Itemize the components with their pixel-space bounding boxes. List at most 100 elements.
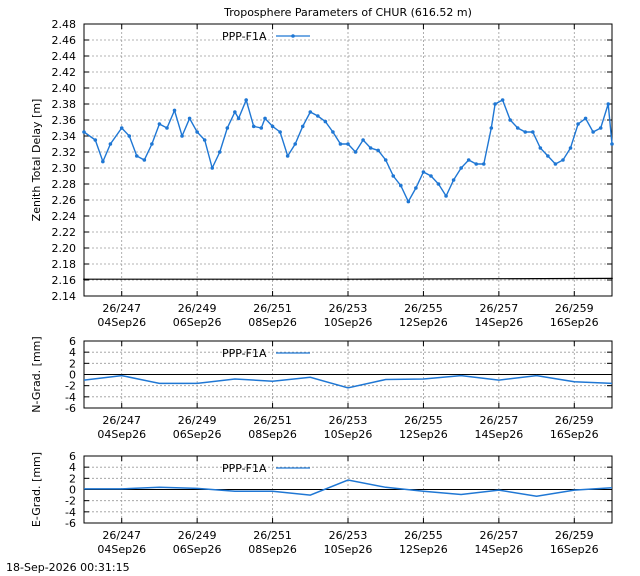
legend-label: PPP-F1A	[222, 347, 267, 360]
x-tick-label: 26/257	[480, 302, 519, 315]
series-point	[285, 154, 290, 158]
series-point	[202, 138, 207, 142]
reference-point	[611, 277, 613, 280]
chart-title: Troposphere Parameters of CHUR (616.52 m…	[223, 6, 472, 19]
y-tick-label: 6	[69, 335, 76, 348]
series-point	[429, 174, 433, 178]
x-tick-label: 26/255	[404, 529, 443, 542]
series-point	[459, 166, 463, 170]
series-point	[331, 130, 335, 134]
y-tick-label: 4	[69, 346, 76, 359]
series-point	[583, 116, 588, 121]
x-tick-label: 26/255	[404, 302, 443, 315]
x-tick-date-label: 04Sep26	[97, 316, 146, 329]
series-point	[195, 130, 199, 134]
series-point	[523, 130, 528, 134]
x-tick-label: 26/251	[253, 529, 292, 542]
series-point	[361, 138, 365, 142]
x-tick-label: 26/247	[102, 302, 141, 315]
x-tick-date-label: 16Sep26	[550, 543, 599, 556]
y-tick-label: 2.16	[52, 274, 77, 287]
series-point	[531, 130, 535, 134]
y-tick-label: 2.22	[52, 226, 77, 239]
y-tick-label: 2.18	[52, 258, 77, 271]
x-tick-label: 26/247	[102, 414, 141, 427]
series-point	[515, 126, 520, 130]
series-point	[233, 110, 237, 114]
series-point	[127, 134, 132, 138]
x-tick-date-label: 16Sep26	[550, 428, 599, 441]
series-point	[610, 142, 614, 146]
y-tick-label: 2.42	[52, 66, 77, 79]
series-point	[436, 182, 441, 186]
series-point	[368, 146, 373, 150]
troposphere-figure: 2.14 2.16 2.18 2.20 2.22 2.24 2.26 2.28 2.30 2.32…	[30, 6, 614, 556]
series-point	[244, 98, 248, 102]
series-point	[444, 194, 448, 198]
series-point	[108, 142, 113, 146]
x-tick-label: 26/249	[178, 302, 217, 315]
series-line-ppp-f1a	[84, 479, 613, 497]
y-tick-label: 2.30	[52, 162, 77, 175]
series-line-ppp-f1a	[83, 374, 613, 389]
series-point	[82, 130, 86, 134]
y-tick-label: -6	[65, 517, 76, 530]
series-point	[500, 98, 505, 102]
x-tick-date-label: 12Sep26	[399, 316, 448, 329]
x-tick-label: 26/249	[178, 414, 217, 427]
series-point	[210, 166, 215, 170]
y-tick-label: 2.14	[52, 290, 77, 303]
footer-timestamp: 18-Sep-2026 00:31:15	[6, 561, 130, 574]
x-tick-label: 26/253	[329, 302, 368, 315]
y-tick-label: 0	[69, 484, 76, 497]
y-axis-label: E-Grad. [mm]	[30, 452, 43, 527]
series-point	[101, 159, 105, 164]
series-point	[406, 199, 411, 204]
series-point	[187, 116, 192, 121]
y-tick-label: 2.32	[52, 146, 77, 159]
x-tick-label: 26/255	[404, 414, 443, 427]
series-point	[538, 146, 543, 150]
y-tick-label: 2	[69, 357, 76, 370]
series-point	[259, 126, 264, 130]
legend-label: PPP-F1A	[222, 462, 267, 475]
series-point	[546, 154, 550, 158]
x-tick-date-label: 06Sep26	[173, 316, 222, 329]
chart-panel-1: 2.14 2.16 2.18 2.20 2.22 2.24 2.26 2.28 2.30 2.32…	[30, 6, 614, 329]
series-point	[466, 158, 471, 162]
series-point	[150, 142, 154, 146]
series-point	[493, 102, 497, 106]
reference-point	[83, 278, 85, 281]
y-tick-label: 2.40	[52, 82, 77, 95]
x-tick-label: 26/253	[329, 529, 368, 542]
x-tick-date-label: 10Sep26	[324, 428, 373, 441]
series-point	[225, 126, 230, 130]
x-tick-label: 26/247	[102, 529, 141, 542]
series-point	[308, 110, 313, 114]
reference-point	[347, 278, 349, 281]
y-axis-label: N-Grad. [mm]	[30, 336, 43, 412]
x-tick-label: 26/259	[555, 302, 594, 315]
legend: PPP-F1A	[222, 30, 310, 43]
y-tick-label: 2.44	[52, 50, 77, 63]
y-tick-label: 2.36	[52, 114, 77, 127]
x-tick-date-label: 06Sep26	[173, 428, 222, 441]
y-tick-label: 2.20	[52, 242, 77, 255]
y-tick-label: 2.46	[52, 34, 77, 47]
series-point	[598, 126, 603, 130]
series-point	[316, 114, 320, 118]
y-tick-label: -2	[65, 495, 76, 508]
series-point	[278, 130, 282, 134]
y-tick-label: 2.26	[52, 194, 77, 207]
y-tick-label: 0	[69, 369, 76, 382]
plot-frame	[83, 340, 613, 409]
series-point	[561, 158, 565, 162]
series-point	[376, 148, 380, 153]
x-tick-date-label: 04Sep26	[97, 543, 146, 556]
series-point	[119, 126, 124, 130]
series-point	[338, 142, 343, 146]
y-tick-label: 4	[69, 461, 76, 474]
x-tick-label: 26/259	[555, 414, 594, 427]
x-tick-date-label: 10Sep26	[324, 543, 373, 556]
